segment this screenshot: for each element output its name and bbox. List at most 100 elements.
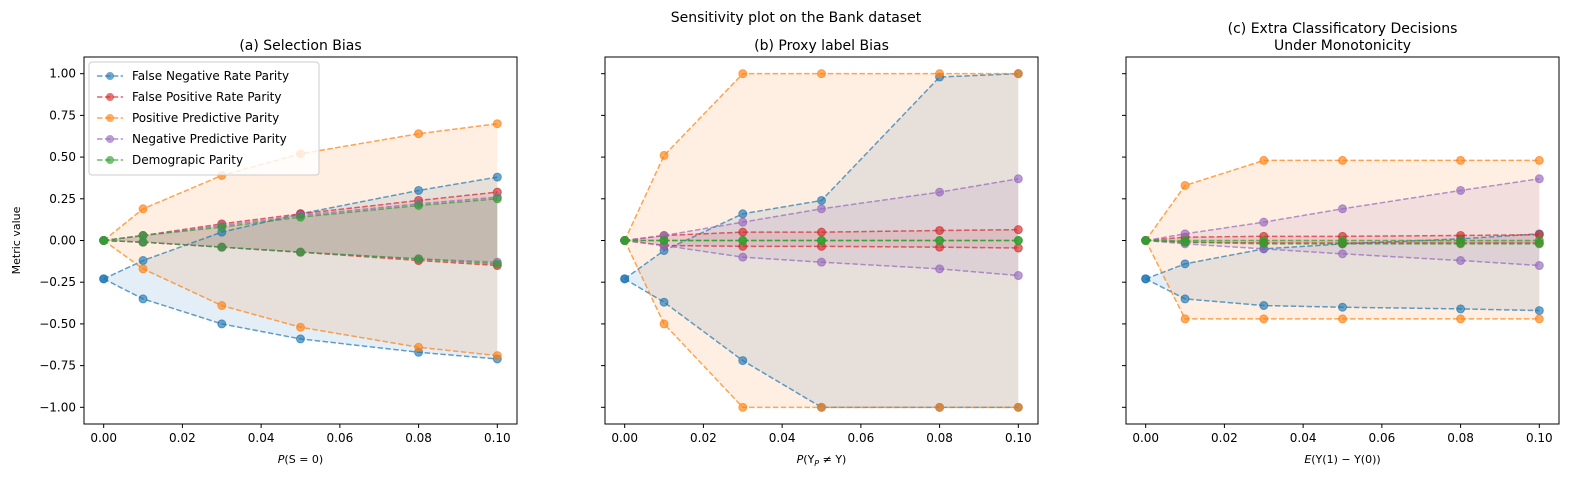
x-tick-label: 0.04	[1290, 431, 1317, 445]
x-axis-label: P(S = 0)	[278, 453, 323, 466]
y-tick-label: 0.00	[49, 234, 76, 248]
x-tick-label: 0.02	[690, 431, 717, 445]
data-point-negative-predictive-parity	[935, 187, 945, 197]
data-point-positive-predictive-parity	[414, 342, 424, 352]
x-tick-label: 0.08	[1447, 431, 1474, 445]
data-point-positive-predictive-parity	[217, 301, 227, 311]
data-point-negative-predictive-parity	[1338, 204, 1347, 214]
legend-label-false-negative-rate-parity: False Negative Rate Parity	[132, 69, 289, 83]
x-axis-label: P(YP ≠ Y)	[797, 453, 847, 468]
x-tick-label: 0.10	[1005, 431, 1032, 445]
legend-label-negative-predictive-parity: Negative Predictive Parity	[132, 132, 287, 146]
band-demograpic-parity	[103, 198, 498, 264]
series-line-positive-predictive-parity-upper	[1145, 159, 1540, 241]
data-point-false-negative-rate-parity	[1338, 302, 1347, 312]
chart-panel-3: 0.00 0.02 0.04 0.06 0.08 0.10 (c) Extra Classi…	[1122, 21, 1560, 466]
data-point-demograpic-parity	[1456, 239, 1466, 249]
y-tick-label: 1.00	[49, 67, 76, 81]
x-tick-label: 0.02	[1211, 431, 1238, 445]
data-point-false-negative-rate-parity	[1456, 304, 1466, 314]
legend: False Negative Rate Parity False Positive…	[88, 61, 320, 176]
data-point-false-negative-rate-parity	[414, 185, 424, 195]
data-point-false-negative-rate-parity	[1534, 306, 1544, 316]
x-tick-label: 0.06	[1369, 431, 1396, 445]
data-point-positive-predictive-parity	[1338, 155, 1347, 165]
panel-title: (c) Extra Classificatory Decisions	[1228, 21, 1458, 37]
y-tick-label: 0.50	[49, 150, 76, 164]
data-point-positive-predictive-parity	[1534, 155, 1544, 165]
data-point-positive-predictive-parity	[1338, 314, 1347, 324]
series-line-negative-predictive-parity-lower	[624, 239, 1019, 277]
data-point-false-positive-rate-parity	[817, 227, 826, 237]
series-line-demograpic-parity-lower	[1145, 239, 1540, 245]
series-line-demograpic-parity-lower	[103, 239, 498, 265]
data-point-positive-predictive-parity	[1259, 314, 1269, 324]
data-point-positive-predictive-parity	[296, 322, 305, 332]
data-point-false-negative-rate-parity	[296, 334, 305, 344]
data-point-demograpic-parity	[1259, 239, 1269, 249]
series-line-false-negative-rate-parity-upper	[624, 72, 1019, 280]
legend-label-demograpic-parity: Demograpic Parity	[132, 153, 243, 167]
series-line-false-negative-rate-parity-lower	[1145, 278, 1540, 312]
band-false-positive-rate-parity	[103, 192, 498, 266]
data-point-positive-predictive-parity	[817, 69, 826, 79]
data-point-false-negative-rate-parity	[1141, 274, 1151, 284]
figure-title: Sensitivity plot on the Bank dataset	[671, 10, 922, 26]
data-point-negative-predictive-parity	[935, 264, 945, 274]
data-point-false-positive-rate-parity	[1013, 243, 1023, 253]
data-point-false-positive-rate-parity	[738, 227, 748, 237]
data-point-demograpic-parity	[217, 242, 227, 252]
y-tick-label: 0.25	[49, 192, 76, 206]
data-point-demograpic-parity	[217, 222, 227, 232]
chart-panel-2: 0.00 0.02 0.04 0.06 0.08 0.10 (b) Proxy label …	[601, 38, 1039, 468]
band-negative-predictive-parity	[624, 178, 1019, 276]
legend-marker-false-negative-rate-parity	[106, 72, 114, 80]
series-line-false-negative-rate-parity-upper	[1145, 233, 1540, 280]
x-tick-label: 0.10	[484, 431, 511, 445]
data-point-negative-predictive-parity	[1013, 174, 1023, 184]
data-point-demograpic-parity	[492, 194, 502, 204]
data-point-positive-predictive-parity	[935, 402, 945, 412]
data-point-false-negative-rate-parity	[620, 274, 630, 284]
data-point-negative-predictive-parity	[817, 204, 826, 214]
data-point-demograpic-parity	[1338, 239, 1347, 249]
data-point-false-negative-rate-parity	[1259, 301, 1269, 311]
legend-marker-demograpic-parity	[106, 156, 114, 164]
data-point-positive-predictive-parity	[659, 150, 669, 160]
data-point-positive-predictive-parity	[138, 264, 148, 274]
data-point-false-negative-rate-parity	[138, 294, 148, 304]
data-point-false-negative-rate-parity	[138, 256, 148, 266]
data-point-negative-predictive-parity	[1259, 217, 1269, 227]
x-tick-label: 0.04	[248, 431, 275, 445]
x-tick-label: 0.00	[611, 431, 638, 445]
data-point-demograpic-parity	[296, 247, 305, 257]
data-point-false-negative-rate-parity	[738, 356, 748, 366]
x-tick-label: 0.00	[1132, 431, 1159, 445]
data-point-negative-predictive-parity	[1456, 185, 1466, 195]
data-point-false-positive-rate-parity	[935, 225, 945, 235]
data-point-positive-predictive-parity	[1456, 314, 1466, 324]
series-line-negative-predictive-parity-lower	[1145, 239, 1540, 267]
data-point-demograpic-parity	[935, 236, 945, 245]
x-tick-label: 0.02	[169, 431, 196, 445]
panel-title: (a) Selection Bias	[239, 38, 361, 54]
data-point-false-negative-rate-parity	[492, 172, 502, 182]
legend-label-positive-predictive-parity: Positive Predictive Parity	[132, 111, 279, 125]
legend-marker-positive-predictive-parity	[106, 114, 114, 122]
series-line-positive-predictive-parity-lower	[103, 239, 498, 357]
data-point-false-negative-rate-parity	[738, 209, 748, 219]
data-point-positive-predictive-parity	[492, 119, 502, 129]
legend-marker-negative-predictive-parity	[106, 135, 114, 143]
data-point-negative-predictive-parity	[1013, 271, 1023, 281]
data-point-demograpic-parity	[1013, 236, 1023, 245]
data-point-false-negative-rate-parity	[659, 297, 669, 307]
data-point-demograpic-parity	[620, 236, 630, 245]
panel-title-line2: Under Monotonicity	[1274, 38, 1411, 54]
y-tick-label: −0.50	[39, 317, 76, 331]
data-point-positive-predictive-parity	[935, 69, 945, 79]
band-positive-predictive-parity	[103, 123, 498, 356]
data-point-demograpic-parity	[659, 236, 669, 245]
legend-label-false-positive-rate-parity: False Positive Rate Parity	[132, 90, 281, 104]
data-point-positive-predictive-parity	[1013, 402, 1023, 412]
